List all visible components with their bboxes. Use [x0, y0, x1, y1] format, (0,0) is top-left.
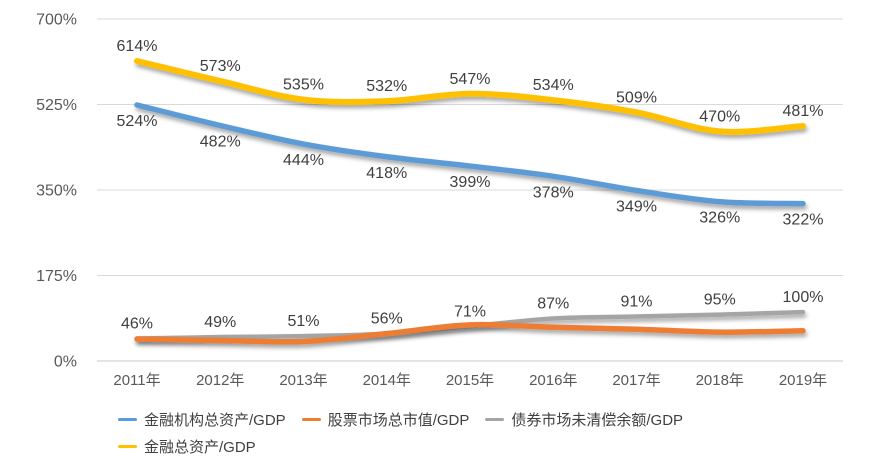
x-axis-category-label: 2015年 — [446, 372, 494, 389]
legend-label: 金融机构总资产/GDP — [144, 412, 286, 429]
legend-dash-icon — [118, 417, 137, 422]
data-label-series-0: 378% — [533, 184, 574, 201]
data-label-series-2: 87% — [537, 295, 569, 312]
data-label-series-3: 509% — [616, 89, 657, 106]
data-label-series-3: 534% — [533, 77, 574, 94]
data-label-series-3: 535% — [283, 77, 324, 94]
data-label-series-2: 95% — [704, 292, 736, 309]
x-axis-category-label: 2014年 — [363, 372, 411, 389]
x-axis-category-label: 2013年 — [279, 372, 327, 389]
legend-dash-icon — [301, 417, 321, 422]
legend-item-0: 金融机构总资产/GDP — [118, 409, 286, 430]
x-axis-category-label: 2012年 — [196, 372, 244, 389]
data-label-series-0: 482% — [200, 134, 241, 151]
data-label-series-3: 573% — [200, 58, 241, 75]
data-label-series-2: 100% — [783, 289, 824, 306]
legend-dash-icon — [485, 417, 505, 422]
x-axis-category-label: 2018年 — [696, 372, 744, 389]
y-axis-tick-label: 350% — [36, 183, 77, 200]
line-chart: 0% 175% 350% 525% 700% 2011年 2012年 2013年 2014年 20… — [36, 12, 843, 389]
x-axis-category-label: 2019年 — [779, 372, 827, 389]
data-label-series-2: 49% — [204, 314, 236, 331]
y-axis-tick-label: 700% — [36, 12, 77, 29]
data-label-series-3: 532% — [366, 78, 407, 95]
series-line-1 — [134, 321, 806, 345]
legend-item-2: 债券市场未清偿余额/GDP — [485, 409, 683, 430]
y-axis-tick-label: 525% — [36, 97, 77, 114]
legend-row: 金融总资产/GDP — [118, 433, 683, 460]
y-axis-tick-label: 175% — [36, 268, 77, 285]
data-label-series-2: 51% — [287, 313, 319, 330]
x-axis-category-label: 2011年 — [113, 372, 160, 389]
legend-row: 金融机构总资产/GDP 股票市场总市值/GDP 债券市场未清偿余额/GDP — [118, 406, 683, 433]
legend-label: 金融总资产/GDP — [144, 439, 256, 456]
data-label-series-0: 349% — [616, 198, 657, 215]
data-label-series-0: 524% — [117, 113, 158, 130]
chart-legend: 金融机构总资产/GDP 股票市场总市值/GDP 债券市场未清偿余额/GDP 金融总资产… — [118, 406, 683, 460]
legend-label: 股票市场总市值/GDP — [327, 412, 470, 429]
series-line-3 — [134, 58, 806, 135]
legend-dash-icon — [118, 444, 137, 449]
data-label-series-0: 418% — [366, 165, 407, 182]
data-label-series-3: 470% — [699, 108, 740, 125]
data-label-series-0: 326% — [699, 210, 740, 227]
legend-label: 债券市场未清偿余额/GDP — [511, 412, 684, 429]
x-axis-category-label: 2016年 — [529, 372, 577, 389]
data-label-series-0: 444% — [283, 152, 324, 169]
legend-item-1: 股票市场总市值/GDP — [301, 409, 470, 430]
legend-item-3: 金融总资产/GDP — [118, 436, 256, 457]
data-label-series-3: 614% — [117, 38, 158, 55]
data-label-series-2: 71% — [454, 303, 486, 320]
x-axis-category-label: 2017年 — [612, 372, 660, 389]
series-line-0 — [134, 102, 806, 207]
data-label-series-3: 481% — [783, 103, 824, 120]
data-label-series-2: 56% — [371, 311, 403, 328]
data-label-series-2: 91% — [620, 294, 652, 311]
data-label-series-2: 46% — [121, 316, 153, 333]
y-axis-tick-label: 0% — [54, 354, 77, 371]
data-label-series-0: 399% — [450, 174, 491, 191]
data-label-series-0: 322% — [783, 212, 824, 229]
data-label-series-3: 547% — [450, 71, 491, 88]
